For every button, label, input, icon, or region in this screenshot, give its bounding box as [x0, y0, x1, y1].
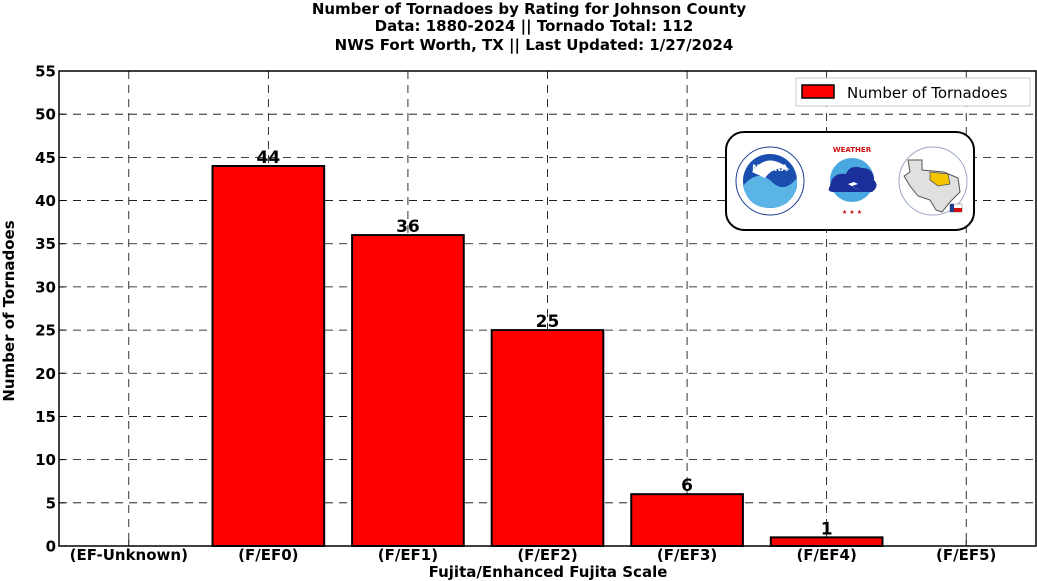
legend: Number of Tornadoes: [795, 77, 1031, 107]
texas-map-icon: [898, 146, 968, 216]
data-label-4: 6: [681, 476, 693, 496]
y-tick-labels: 0 5 10 15 20 25 30 35 40 45 50 55: [35, 63, 56, 556]
bar-2: [351, 234, 465, 547]
legend-label: Number of Tornadoes: [847, 84, 1008, 102]
y-tick-label: 45: [35, 149, 56, 167]
data-label-5: 1: [821, 519, 833, 539]
x-tick-label: (F/EF5): [936, 546, 996, 564]
y-tick-label: 5: [46, 494, 56, 512]
x-tick-label: (F/EF0): [238, 546, 298, 564]
logos-box: NOARA WEATHER ★ ★ ★: [725, 131, 975, 231]
legend-swatch: [801, 84, 835, 99]
title-line-2: Data: 1880-2024 || Tornado Total: 112: [375, 17, 694, 36]
y-axis-label: Number of Tornadoes: [0, 220, 18, 401]
y-tick-label: 15: [35, 408, 56, 426]
y-tick-label: 50: [35, 106, 56, 124]
noaa-wordmark: NOARA: [752, 164, 788, 174]
nws-logo-icon: WEATHER ★ ★ ★: [819, 146, 885, 216]
data-labels: 44 36 25 6 1: [257, 148, 833, 539]
title-line-1: Number of Tornadoes by Rating for Johnso…: [312, 0, 747, 18]
svg-text:WEATHER: WEATHER: [833, 146, 872, 154]
svg-text:★ ★ ★: ★ ★ ★: [842, 209, 862, 216]
x-tick-label: (F/EF1): [378, 546, 438, 564]
y-tick-label: 30: [35, 278, 56, 296]
legend-box: [795, 77, 1031, 107]
plot-frame: [58, 70, 1037, 547]
x-tick-label: (F/EF4): [796, 546, 856, 564]
y-tick-label: 25: [35, 322, 56, 340]
noaa-logo-icon: NOARA: [735, 146, 805, 216]
x-axis-label: Fujita/Enhanced Fujita Scale: [429, 563, 668, 581]
title-line-3: NWS Fort Worth, TX || Last Updated: 1/27…: [335, 36, 734, 55]
y-tick-label: 10: [35, 451, 56, 469]
x-tick-label: (F/EF3): [657, 546, 717, 564]
y-tick-label: 40: [35, 192, 56, 210]
x-tick-label: (EF-Unknown): [70, 546, 188, 564]
chart-title: Number of Tornadoes by Rating for Johnso…: [312, 0, 747, 55]
data-label-1: 44: [257, 148, 281, 168]
bars: [211, 165, 884, 548]
bar-1: [211, 165, 326, 547]
data-label-3: 25: [536, 312, 560, 332]
y-tick-label: 35: [35, 235, 56, 253]
y-tick-label: 55: [35, 63, 56, 81]
data-label-2: 36: [396, 217, 420, 237]
bar-3: [490, 329, 605, 547]
x-tick-label: (F/EF2): [517, 546, 577, 564]
y-tick-label: 20: [35, 365, 56, 383]
x-tick-labels: (EF-Unknown) (F/EF0) (F/EF1) (F/EF2) (F/EF3)…: [70, 546, 997, 564]
y-tick-label: 0: [46, 538, 56, 556]
bar-4: [630, 493, 744, 548]
